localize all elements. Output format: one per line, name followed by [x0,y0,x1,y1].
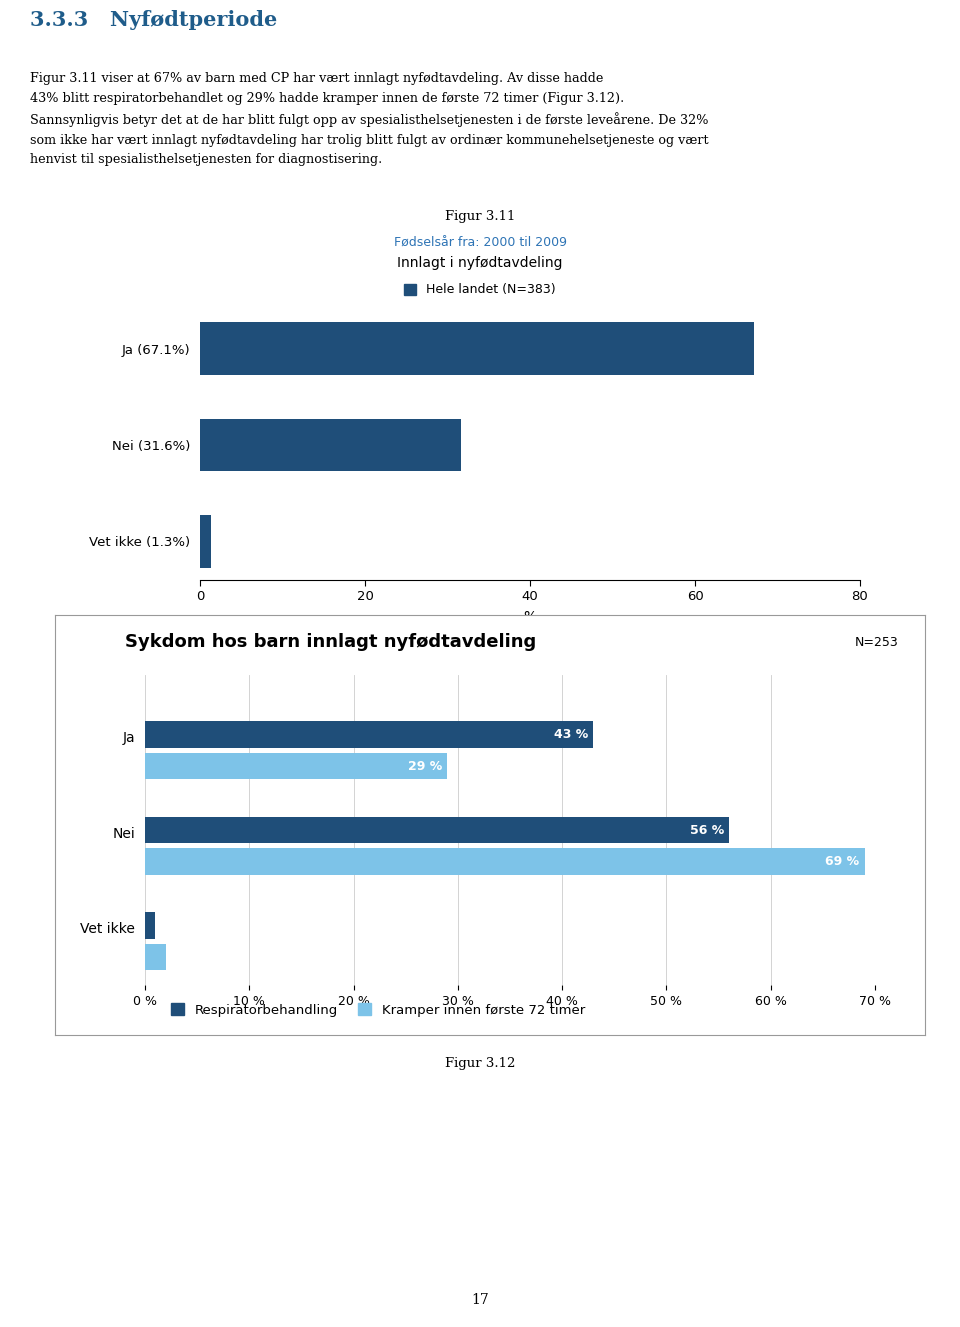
Bar [200,418,461,471]
Text: Fødselsår fra: 2000 til 2009: Fødselsår fra: 2000 til 2009 [394,238,566,249]
Bar [145,848,865,874]
Text: Figur 3.12: Figur 3.12 [444,1056,516,1070]
Bar [145,816,729,844]
X-axis label: %: % [523,610,537,625]
Legend: Hele landet (N=383): Hele landet (N=383) [399,279,561,301]
Bar [200,515,211,568]
Bar [145,752,447,779]
Text: N=253: N=253 [855,636,899,649]
Text: 17: 17 [471,1292,489,1307]
Text: Figur 3.11: Figur 3.11 [444,210,516,223]
Bar [145,722,593,748]
Text: Innlagt i nyfødtavdeling: Innlagt i nyfødtavdeling [397,256,563,269]
Bar [145,943,166,970]
Bar [145,912,156,938]
Text: 3.3.3   Nyfødtperiode: 3.3.3 Nyfødtperiode [30,11,277,31]
Bar [200,322,754,376]
Text: 56 %: 56 % [689,824,724,836]
Text: Figur 3.11 viser at 67% av barn med CP har vært innlagt nyfødtavdeling. Av disse: Figur 3.11 viser at 67% av barn med CP h… [30,73,708,166]
Text: 29 %: 29 % [408,759,443,772]
Text: Sykdom hos barn innlagt nyfødtavdeling: Sykdom hos barn innlagt nyfødtavdeling [125,633,536,652]
Text: 43 %: 43 % [554,729,588,740]
Text: 69 %: 69 % [826,855,859,868]
Legend: Respiratorbehandling, Kramper innen første 72 timer: Respiratorbehandling, Kramper innen førs… [166,998,590,1022]
